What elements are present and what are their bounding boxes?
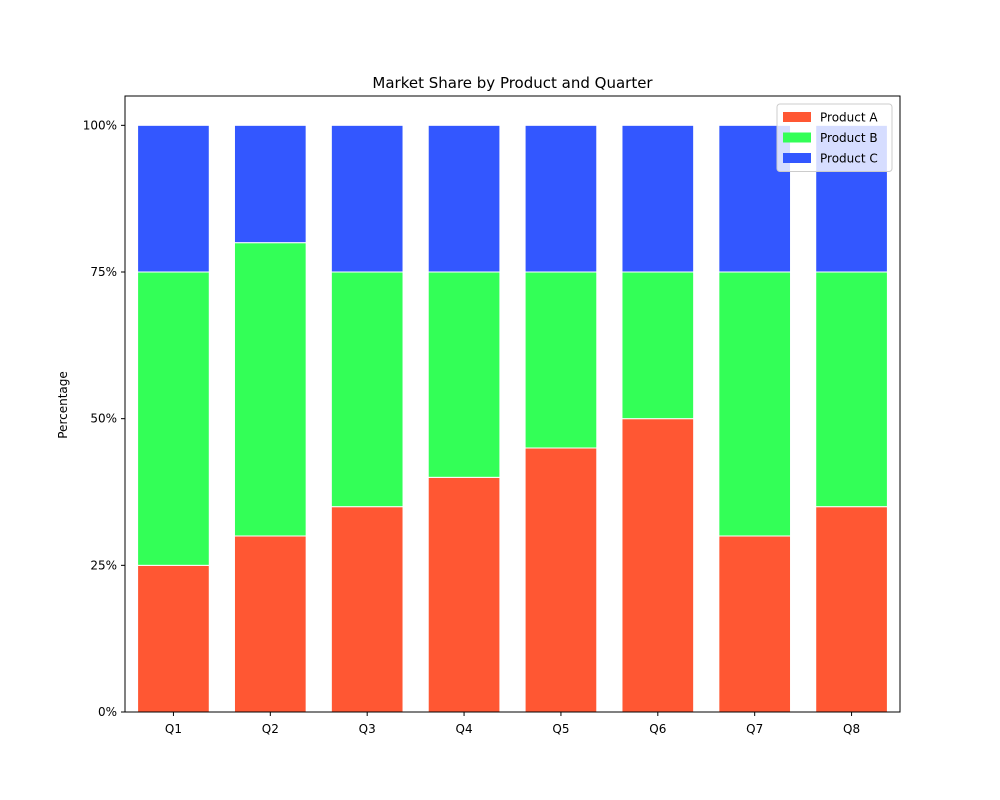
- bar-product-b-q4: [427, 271, 501, 478]
- bar-product-a-q3: [330, 506, 404, 713]
- legend-label: Product A: [820, 111, 878, 125]
- bar-product-b-q2: [233, 242, 307, 537]
- x-tick-label: Q5: [552, 722, 569, 736]
- x-tick-label: Q8: [843, 722, 860, 736]
- bar-product-c-q3: [330, 124, 404, 273]
- legend-swatch: [783, 112, 811, 122]
- bar-product-c-q2: [233, 124, 307, 244]
- bar-product-c-q6: [621, 124, 695, 273]
- plot-frame: [124, 95, 901, 713]
- bar-product-b-q5: [524, 271, 598, 449]
- x-tick-label: Q2: [262, 722, 279, 736]
- bar-product-a-q5: [524, 447, 598, 713]
- y-tick-label: 75%: [90, 265, 117, 279]
- bar-product-a-q2: [233, 535, 307, 713]
- bar-product-c-q4: [427, 124, 501, 273]
- legend: Product A Product B Product C: [776, 103, 893, 172]
- y-axis: 0% 25% 50% 75% 100%: [83, 118, 125, 719]
- y-tick-label: 25%: [90, 558, 117, 572]
- bar-product-a-q4: [427, 476, 501, 713]
- bar-product-c-q1: [137, 124, 210, 273]
- x-tick-label: Q6: [649, 722, 666, 736]
- x-tick-label: Q3: [359, 722, 376, 736]
- legend-swatch: [783, 132, 811, 143]
- y-tick-label: 50%: [90, 412, 117, 426]
- bars-layer: [137, 124, 888, 713]
- bar-product-b-q7: [718, 271, 792, 537]
- chart-title: Market Share by Product and Quarter: [372, 74, 653, 92]
- legend-label: Product B: [820, 131, 878, 145]
- y-tick-label: 0%: [98, 705, 117, 719]
- x-tick-label: Q7: [746, 722, 763, 736]
- x-axis: Q1 Q2 Q3 Q4 Q5 Q6 Q7 Q8: [165, 712, 860, 736]
- bar-product-b-q1: [137, 271, 210, 566]
- bar-product-a-q7: [718, 535, 792, 713]
- legend-label: Product C: [820, 152, 878, 166]
- legend-swatch: [783, 153, 811, 163]
- bar-product-a-q1: [137, 564, 210, 713]
- bar-product-c-q5: [524, 124, 598, 273]
- x-tick-label: Q1: [165, 722, 182, 736]
- bar-product-b-q8: [815, 271, 888, 508]
- bar-product-b-q3: [330, 271, 404, 508]
- x-tick-label: Q4: [456, 722, 473, 736]
- bar-product-a-q8: [815, 506, 888, 713]
- bar-product-a-q6: [621, 418, 695, 713]
- y-tick-label: 100%: [83, 118, 117, 132]
- bar-product-b-q6: [621, 271, 695, 420]
- y-axis-label: Percentage: [56, 371, 70, 439]
